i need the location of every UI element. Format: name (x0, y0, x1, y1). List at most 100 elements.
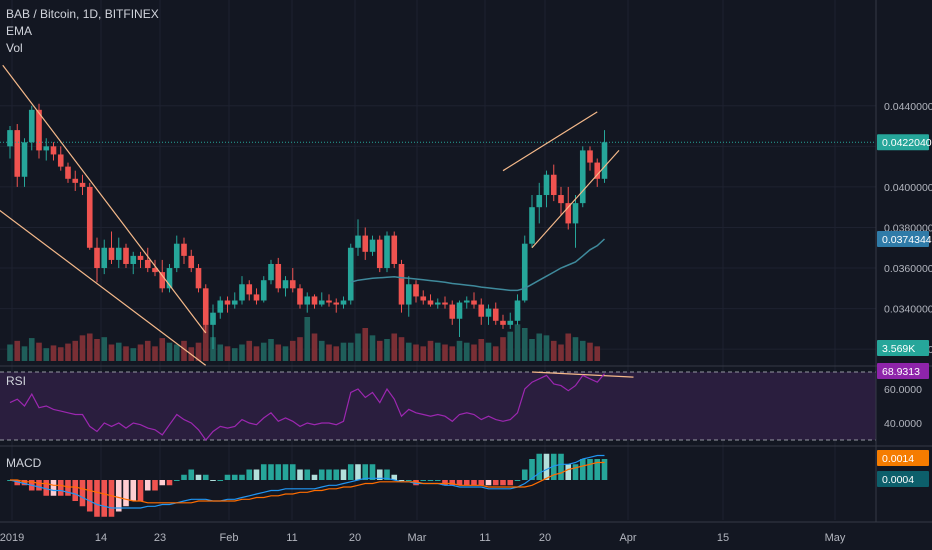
candle-body (478, 304, 485, 317)
macd-histogram-bar (500, 480, 506, 486)
signal-line (10, 461, 605, 504)
macd-histogram-bar (311, 474, 318, 480)
candle-body (362, 235, 369, 252)
candle-body (108, 247, 115, 260)
candle-body (50, 146, 57, 155)
candle-body (558, 195, 564, 204)
candle-body (101, 247, 108, 269)
candle-body (579, 150, 586, 204)
candle-body (376, 239, 383, 269)
macd-histogram-bar (376, 469, 383, 480)
volume-bar (253, 346, 260, 361)
candle-body (282, 280, 289, 289)
volume-bar (427, 340, 434, 361)
macd-histogram-bar (572, 464, 579, 480)
volume-bar (260, 342, 267, 361)
volume-bar (289, 340, 296, 361)
time-tick-label: 20 (349, 532, 361, 544)
macd-histogram-bar (224, 474, 231, 480)
volume-bar (492, 346, 499, 361)
candle-body (268, 263, 274, 281)
time-axis[interactable]: 2019 14 23 Feb 11 20 Mar 11 20 Apr 15 May (0, 532, 846, 544)
macd-histogram-bar (152, 480, 158, 491)
time-tick-label: May (825, 532, 846, 544)
volume-bar (159, 338, 166, 361)
macd-histogram-bar (57, 480, 64, 496)
candle-body (434, 302, 441, 305)
macd-histogram-bar (101, 480, 108, 517)
macd-histogram-bar (65, 480, 71, 496)
volume-bar (311, 333, 318, 361)
candle-body (572, 203, 579, 224)
trend-lines[interactable] (0, 64, 634, 378)
volume-bar (282, 346, 289, 361)
ema-legend-label[interactable]: EMA (6, 24, 33, 38)
candle-body (188, 255, 195, 269)
candle-body (355, 235, 361, 248)
volume-bar (181, 340, 187, 361)
macd-histogram-bar (181, 474, 187, 480)
candle-body (137, 255, 144, 260)
candle-body (391, 235, 398, 264)
rsi-value-badge: 68.9313 (882, 366, 920, 378)
volume-bar (239, 344, 245, 361)
candle-body (123, 247, 129, 264)
macd-histogram-bar (565, 464, 572, 480)
volume-bar (21, 346, 28, 361)
macd-histogram-bar (173, 480, 180, 481)
candle-body (115, 247, 122, 260)
volume-bar (405, 342, 412, 361)
candle-body (217, 300, 224, 313)
macd-histogram-bar (50, 480, 57, 496)
volume-legend-label[interactable]: Vol (6, 41, 23, 55)
volume-bar (434, 342, 441, 361)
macd-histogram-bar (536, 453, 543, 480)
candle-body (543, 174, 550, 196)
rsi-background (0, 372, 876, 440)
price-axis[interactable]: 0.044000000.040000000.038000000.03600000… (877, 101, 932, 487)
time-tick-label: Apr (619, 532, 636, 544)
candle-body (195, 268, 202, 289)
candle-body (246, 284, 253, 295)
volume-bar (326, 344, 332, 361)
candle-body (173, 243, 180, 269)
macd-label[interactable]: MACD (6, 456, 42, 470)
macd-histogram-bar (210, 480, 216, 481)
volume-bar (478, 339, 485, 361)
volume-bar (340, 342, 347, 361)
macd-histogram-bar (123, 480, 129, 507)
volume-bar (108, 344, 115, 361)
macd-histogram-bar (304, 469, 311, 480)
volume-bar (79, 335, 86, 361)
symbol-title[interactable]: BAB / Bitcoin, 1D, BITFINEX (6, 7, 159, 21)
candle-body (326, 300, 332, 303)
candle-body (210, 312, 216, 325)
volume-bar (594, 346, 601, 361)
volume-bar (471, 344, 477, 361)
macd-histogram-bar (507, 480, 514, 486)
candle-body (507, 320, 514, 325)
candle-body (550, 174, 557, 196)
macd-histogram-bar (587, 459, 593, 480)
macd-histogram-bar (326, 469, 332, 480)
macd-histogram-bar (86, 480, 93, 512)
macd-histogram-bar (340, 469, 347, 480)
volume-bar (362, 328, 369, 361)
volume-bar (579, 340, 586, 361)
candle-body (413, 284, 419, 297)
rsi-label[interactable]: RSI (6, 374, 27, 388)
candle-body (318, 300, 325, 305)
volume-bar (463, 342, 470, 361)
macd-histogram-bar (427, 480, 434, 481)
trend-line (2, 64, 207, 334)
volume-bars (7, 317, 601, 361)
macd-histogram-bar (579, 459, 586, 480)
volume-bar (391, 333, 398, 361)
last-price-badge: 0.04220400 (882, 137, 932, 149)
volume-bar (398, 337, 405, 361)
volume-bar (384, 339, 390, 361)
macd-histogram-bar (159, 480, 166, 486)
candle-body (442, 302, 448, 305)
time-tick-label: 20 (539, 532, 551, 544)
